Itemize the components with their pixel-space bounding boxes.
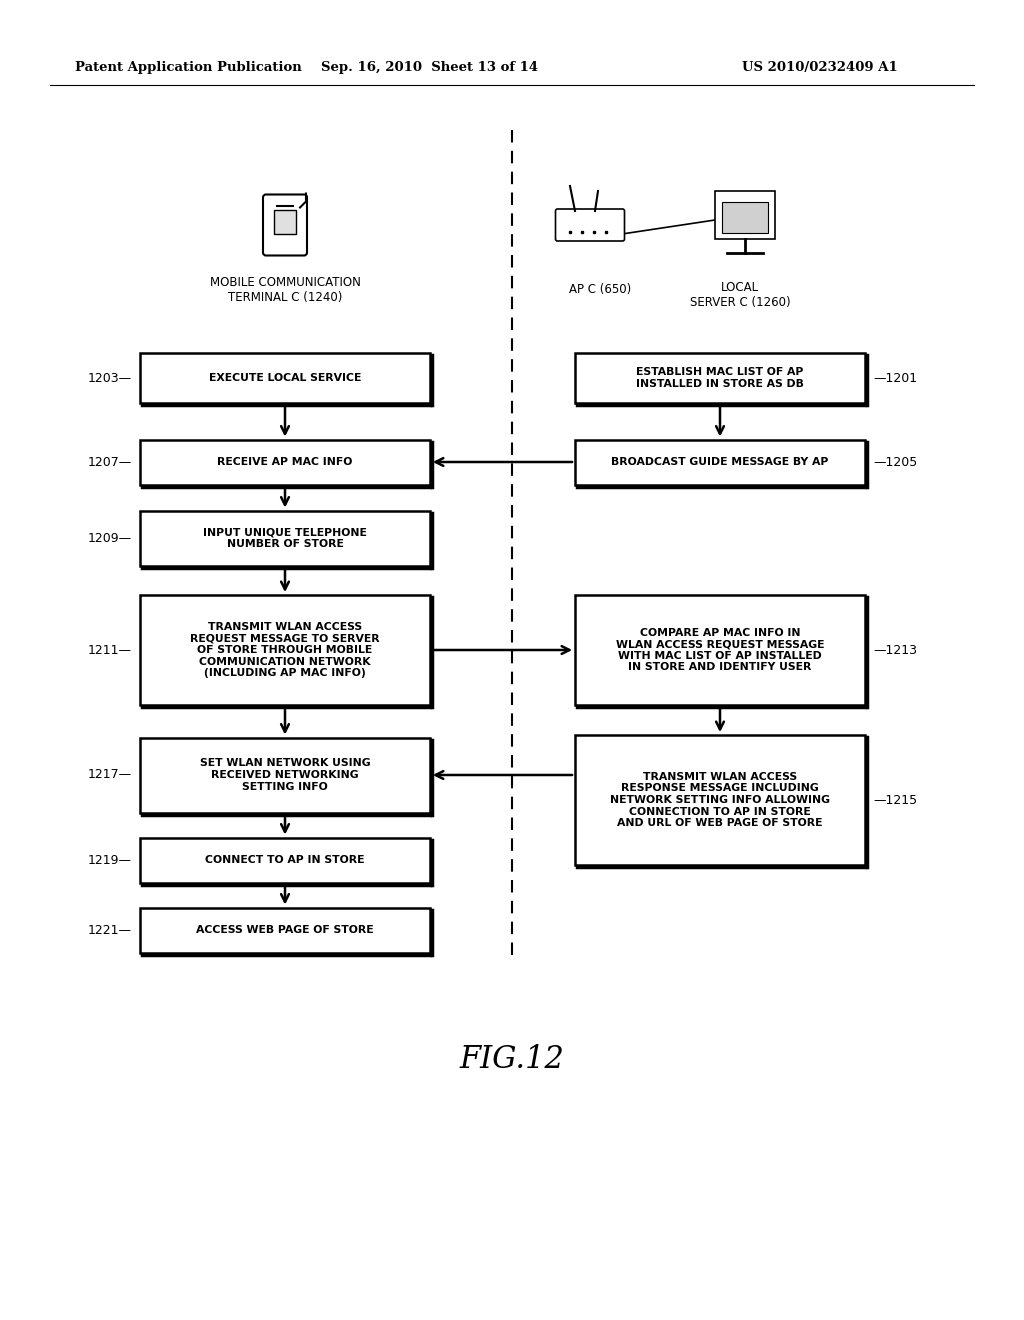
Text: COMPARE AP MAC INFO IN
WLAN ACCESS REQUEST MESSAGE
WITH MAC LIST OF AP INSTALLED: COMPARE AP MAC INFO IN WLAN ACCESS REQUE…: [615, 627, 824, 672]
Text: —1215: —1215: [873, 793, 918, 807]
Text: ESTABLISH MAC LIST OF AP
INSTALLED IN STORE AS DB: ESTABLISH MAC LIST OF AP INSTALLED IN ST…: [636, 367, 804, 389]
FancyBboxPatch shape: [140, 352, 430, 403]
FancyBboxPatch shape: [140, 738, 430, 813]
FancyBboxPatch shape: [575, 595, 865, 705]
Text: SET WLAN NETWORK USING
RECEIVED NETWORKING
SETTING INFO: SET WLAN NETWORK USING RECEIVED NETWORKI…: [200, 759, 371, 792]
Text: Sep. 16, 2010  Sheet 13 of 14: Sep. 16, 2010 Sheet 13 of 14: [322, 62, 539, 74]
Text: US 2010/0232409 A1: US 2010/0232409 A1: [742, 62, 898, 74]
FancyBboxPatch shape: [575, 352, 865, 403]
FancyBboxPatch shape: [715, 191, 775, 239]
Text: —1201: —1201: [873, 371, 918, 384]
Text: MOBILE COMMUNICATION
TERMINAL C (1240): MOBILE COMMUNICATION TERMINAL C (1240): [210, 276, 360, 304]
FancyBboxPatch shape: [273, 210, 296, 234]
Text: AP C (650): AP C (650): [569, 284, 631, 297]
Text: BROADCAST GUIDE MESSAGE BY AP: BROADCAST GUIDE MESSAGE BY AP: [611, 457, 828, 467]
FancyBboxPatch shape: [140, 908, 430, 953]
FancyBboxPatch shape: [140, 440, 430, 484]
FancyBboxPatch shape: [575, 735, 865, 865]
FancyBboxPatch shape: [140, 837, 430, 883]
Text: TRANSMIT WLAN ACCESS
RESPONSE MESSAGE INCLUDING
NETWORK SETTING INFO ALLOWING
CO: TRANSMIT WLAN ACCESS RESPONSE MESSAGE IN…: [610, 772, 830, 828]
FancyBboxPatch shape: [555, 209, 625, 242]
Text: FIG.12: FIG.12: [460, 1044, 564, 1076]
Text: 1211—: 1211—: [88, 644, 132, 656]
FancyBboxPatch shape: [575, 440, 865, 484]
Text: TRANSMIT WLAN ACCESS
REQUEST MESSAGE TO SERVER
OF STORE THROUGH MOBILE
COMMUNICA: TRANSMIT WLAN ACCESS REQUEST MESSAGE TO …: [190, 622, 380, 678]
FancyBboxPatch shape: [263, 194, 307, 256]
Text: 1217—: 1217—: [88, 768, 132, 781]
Text: 1209—: 1209—: [88, 532, 132, 544]
FancyBboxPatch shape: [722, 202, 768, 234]
FancyBboxPatch shape: [140, 595, 430, 705]
Text: EXECUTE LOCAL SERVICE: EXECUTE LOCAL SERVICE: [209, 374, 361, 383]
Text: LOCAL
SERVER C (1260): LOCAL SERVER C (1260): [690, 281, 791, 309]
Text: 1221—: 1221—: [88, 924, 132, 936]
Text: RECEIVE AP MAC INFO: RECEIVE AP MAC INFO: [217, 457, 352, 467]
Text: INPUT UNIQUE TELEPHONE
NUMBER OF STORE: INPUT UNIQUE TELEPHONE NUMBER OF STORE: [203, 527, 367, 549]
Text: —1205: —1205: [873, 455, 918, 469]
Text: CONNECT TO AP IN STORE: CONNECT TO AP IN STORE: [205, 855, 365, 865]
Text: ACCESS WEB PAGE OF STORE: ACCESS WEB PAGE OF STORE: [197, 925, 374, 935]
Text: 1219—: 1219—: [88, 854, 132, 866]
Text: —1213: —1213: [873, 644, 918, 656]
Text: 1207—: 1207—: [88, 455, 132, 469]
Text: Patent Application Publication: Patent Application Publication: [75, 62, 302, 74]
Text: 1203—: 1203—: [88, 371, 132, 384]
FancyBboxPatch shape: [140, 511, 430, 565]
